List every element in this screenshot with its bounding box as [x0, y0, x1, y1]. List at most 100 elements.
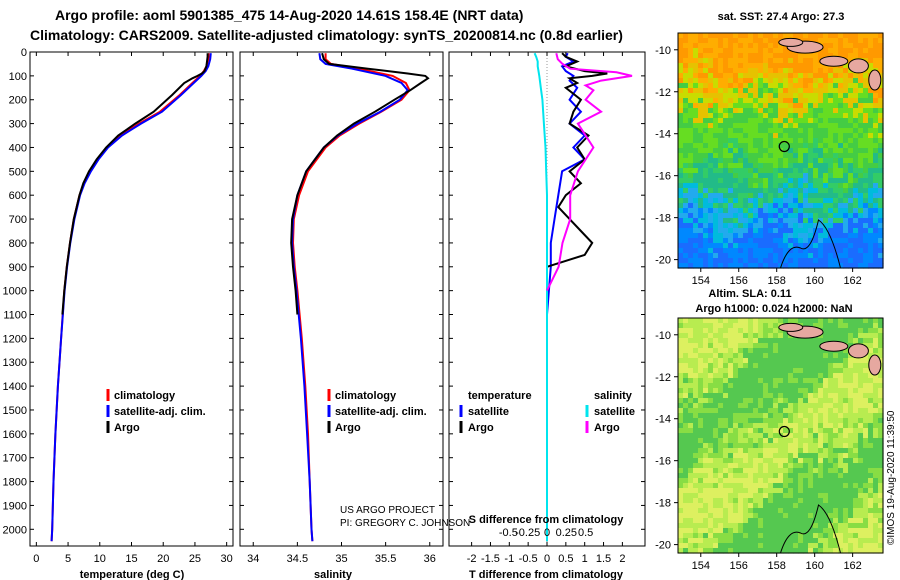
- map-cell: [858, 418, 864, 424]
- map-cell: [873, 323, 879, 329]
- map-cell: [828, 33, 834, 39]
- map-cell: [713, 418, 719, 424]
- map-cell: [818, 193, 824, 199]
- map-cell: [793, 258, 799, 264]
- map-cell: [828, 503, 834, 509]
- map-cell: [833, 408, 839, 414]
- map-cell: [848, 413, 854, 419]
- map-cell: [868, 323, 874, 329]
- float-location-marker: [778, 140, 790, 153]
- map-cell: [813, 263, 819, 269]
- map-cell: [753, 73, 759, 79]
- map-cell: [838, 423, 844, 429]
- map-cell: [688, 453, 694, 459]
- map-cell: [788, 513, 794, 519]
- t-difference-xlabel: T difference from climatology: [469, 569, 624, 580]
- map-cell: [773, 508, 779, 514]
- map-cell: [753, 348, 759, 354]
- map-cell: [693, 223, 699, 229]
- map-cell: [783, 233, 789, 239]
- map-cell: [768, 68, 774, 74]
- map-cell: [678, 223, 684, 229]
- map-cell: [688, 188, 694, 194]
- map-cell: [828, 38, 834, 44]
- map-cell: [803, 528, 809, 534]
- map-cell: [723, 123, 729, 129]
- map-cell: [758, 143, 764, 149]
- lat-tick-label: -12: [655, 372, 671, 384]
- map-cell: [768, 223, 774, 229]
- map-cell: [833, 113, 839, 119]
- map-cell: [848, 173, 854, 179]
- map-cell: [738, 333, 744, 339]
- map-cell: [828, 78, 834, 84]
- map-cell: [873, 103, 879, 109]
- map-cell: [683, 433, 689, 439]
- map-cell: [823, 378, 829, 384]
- map-cell: [853, 548, 859, 554]
- map-cell: [858, 38, 864, 44]
- map-cell: [878, 148, 884, 154]
- map-cell: [743, 323, 749, 329]
- map-cell: [763, 208, 769, 214]
- map-cell: [803, 33, 809, 39]
- map-cell: [823, 388, 829, 394]
- map-cell: [873, 243, 879, 249]
- map-cell: [678, 33, 684, 39]
- map-cell: [688, 373, 694, 379]
- map-cell: [853, 388, 859, 394]
- map-cell: [808, 383, 814, 389]
- map-cell: [813, 63, 819, 69]
- map-cell: [743, 343, 749, 349]
- map-cell: [763, 93, 769, 99]
- map-cell: [753, 423, 759, 429]
- map-cell: [858, 423, 864, 429]
- legend-sal-argo: Argo: [594, 422, 620, 434]
- island-outline: [868, 69, 882, 91]
- map-cell: [753, 433, 759, 439]
- map-cell: [823, 178, 829, 184]
- map-cell: [808, 448, 814, 454]
- map-cell: [748, 43, 754, 49]
- map-cell: [753, 428, 759, 434]
- map-cell: [708, 173, 714, 179]
- map-cell: [688, 423, 694, 429]
- map-cell: [853, 518, 859, 524]
- map-cell: [873, 473, 879, 479]
- map-cell: [838, 488, 844, 494]
- map-cell: [838, 428, 844, 434]
- map-cell: [838, 378, 844, 384]
- map-cell: [833, 423, 839, 429]
- map-cell: [783, 448, 789, 454]
- map-cell: [833, 378, 839, 384]
- map-cell: [693, 373, 699, 379]
- map-cell: [763, 478, 769, 484]
- map-cell: [718, 233, 724, 239]
- map-cell: [813, 203, 819, 209]
- map-cell: [713, 243, 719, 249]
- map-cell: [713, 463, 719, 469]
- x-tick-label: 36: [424, 553, 436, 565]
- map-cell: [818, 158, 824, 164]
- map-cell: [878, 143, 884, 149]
- map-cell: [858, 408, 864, 414]
- map-cell: [678, 98, 684, 104]
- map-cell: [853, 463, 859, 469]
- map-cell: [758, 253, 764, 259]
- map-cell: [838, 248, 844, 254]
- map-cell: [698, 148, 704, 154]
- map-cell: [803, 453, 809, 459]
- map-cell: [698, 198, 704, 204]
- map-cell: [858, 208, 864, 214]
- map-cell: [773, 118, 779, 124]
- map-cell: [768, 363, 774, 369]
- map-cell: [863, 508, 869, 514]
- map-cell: [688, 368, 694, 374]
- map-cell: [678, 198, 684, 204]
- map-cell: [808, 88, 814, 94]
- map-cell: [858, 538, 864, 544]
- map-cell: [718, 388, 724, 394]
- map-cell: [813, 173, 819, 179]
- map-cell: [808, 178, 814, 184]
- map-cell: [798, 138, 804, 144]
